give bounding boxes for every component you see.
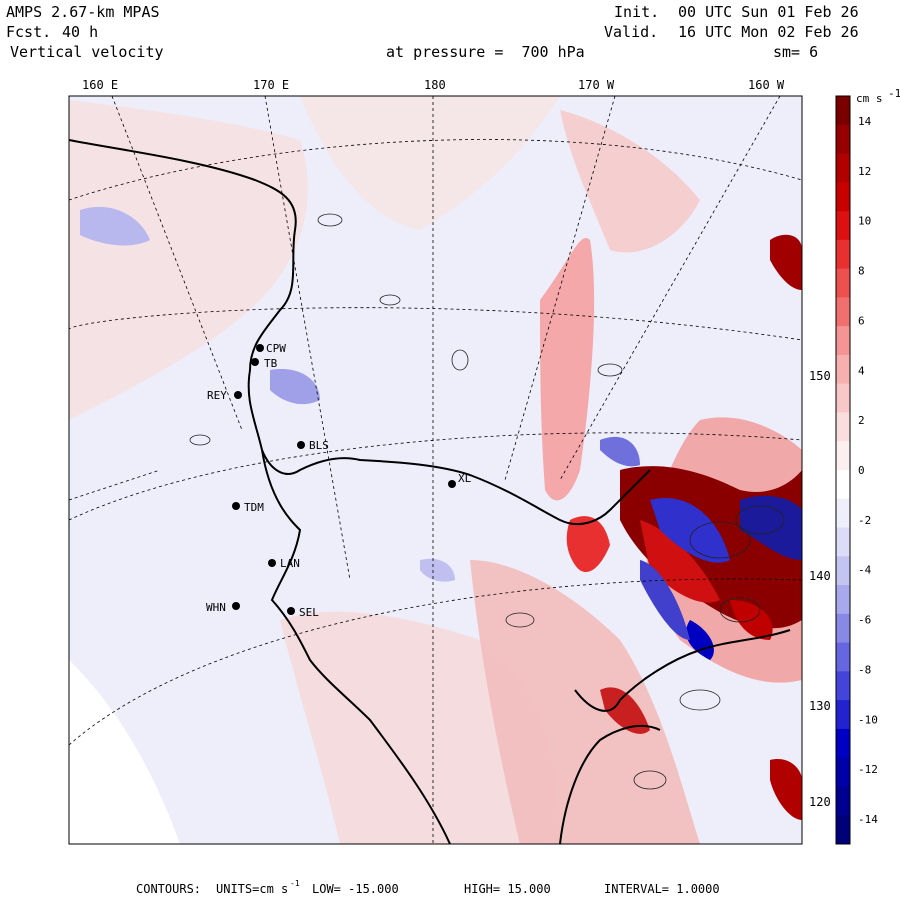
- colorbar-tick-label: -2: [858, 514, 871, 527]
- colorbar-swatch: [836, 815, 850, 845]
- colorbar-swatch: [836, 239, 850, 270]
- smoothing-label: sm= 6: [773, 43, 819, 61]
- colorbar-tick-label: 6: [858, 314, 865, 327]
- colorbar-tick-label: -4: [858, 564, 872, 577]
- colorbar-swatch: [836, 585, 850, 615]
- colorbar-swatch: [836, 268, 850, 298]
- colorbar-tick-label: 14: [858, 115, 872, 128]
- init-label: Init.: [614, 3, 660, 21]
- colorbar-tick-label: 12: [858, 165, 871, 178]
- station-label-lan: LAN: [280, 557, 300, 570]
- forecast-label: Fcst.: [6, 23, 52, 41]
- colorbar-tick-label: -6: [858, 614, 871, 627]
- footer-units-exponent: -1: [290, 879, 300, 888]
- station-label-tdm: TDM: [244, 501, 264, 514]
- lon-label-170e: 170 E: [253, 78, 289, 92]
- colorbar-tick-label: 10: [858, 215, 871, 228]
- colorbar-swatch: [836, 326, 850, 356]
- station-label-rey: REY: [207, 389, 227, 402]
- colorbar-swatch: [836, 700, 850, 730]
- footer-low: LOW= -15.000: [312, 882, 399, 896]
- colorbar-swatch: [836, 671, 850, 701]
- station-dot-tb: [251, 358, 259, 366]
- colorbar-swatch: [836, 383, 850, 413]
- colorbar-swatch: [836, 556, 850, 586]
- colorbar-swatch: [836, 153, 850, 183]
- colorbar-swatch: [836, 757, 850, 787]
- station-label-whn: WHN: [206, 601, 226, 614]
- colorbar-tick-label: -14: [858, 813, 878, 826]
- station-dot-bls: [297, 441, 305, 449]
- colorbar: cm s -1 14 12 10 8 6 4 2 0 -2 -4 -6 -8 -10 -12 -14: [835, 87, 900, 845]
- colorbar-units: cm s: [856, 92, 883, 105]
- colorbar-swatch: [836, 412, 850, 442]
- colorbar-swatch: [836, 96, 850, 126]
- colorbar-tick-label: -8: [858, 663, 871, 676]
- station-dot-lan: [268, 559, 276, 567]
- colorbar-swatch: [836, 124, 850, 155]
- lon-label-180: 180: [424, 78, 446, 92]
- valid-label: Valid.: [604, 23, 659, 41]
- lon-label-170w: 170 W: [578, 78, 615, 92]
- footer-interval: INTERVAL= 1.0000: [604, 882, 720, 896]
- colorbar-tick-label: 0: [858, 464, 865, 477]
- model-title: AMPS 2.67-km MPAS: [6, 3, 160, 21]
- station-label-bls: BLS: [309, 439, 329, 452]
- colorbar-swatch: [836, 182, 850, 212]
- station-dot-tdm: [232, 502, 240, 510]
- field-name: Vertical velocity: [10, 43, 164, 61]
- station-dot-xl: [448, 480, 456, 488]
- pressure-level: at pressure = 700 hPa: [386, 43, 585, 61]
- colorbar-tick-label: 4: [858, 364, 865, 377]
- colorbar-tick-label: 2: [858, 414, 865, 427]
- colorbar-tick-label: -10: [858, 713, 878, 726]
- vertical-velocity-field: [69, 96, 802, 844]
- colorbar-swatch: [836, 527, 850, 557]
- station-label-sel: SEL: [299, 606, 319, 619]
- colorbar-tick-label: -12: [858, 763, 878, 776]
- colorbar-swatch: [836, 786, 850, 816]
- footer-units: UNITS=cm s: [216, 882, 289, 896]
- colorbar-units-exponent: -1: [888, 87, 900, 100]
- forecast-hour: 40 h: [62, 23, 99, 41]
- lon-label-160e: 160 E: [82, 78, 118, 92]
- station-dot-rey: [234, 391, 242, 399]
- colorbar-swatch: [836, 211, 850, 241]
- colorbar-swatch: [836, 642, 850, 672]
- station-label-xl: XL: [458, 472, 472, 485]
- lon-label-160w: 160 W: [748, 78, 785, 92]
- colorbar-swatch: [836, 613, 850, 644]
- footer-contours-label: CONTOURS:: [136, 882, 202, 896]
- station-dot-cpw: [256, 344, 264, 352]
- colorbar-swatch: [836, 297, 850, 327]
- station-dot-whn: [232, 602, 240, 610]
- colorbar-swatch: [836, 470, 850, 500]
- colorbar-swatch: [836, 354, 850, 385]
- station-label-tb: TB: [264, 357, 278, 370]
- colorbar-swatch: [836, 498, 850, 529]
- init-time: 00 UTC Sun 01 Feb 26: [678, 3, 859, 21]
- station-label-cpw: CPW: [266, 342, 286, 355]
- footer-high: HIGH= 15.000: [464, 882, 551, 896]
- station-dot-sel: [287, 607, 295, 615]
- valid-time: 16 UTC Mon 02 Feb 26: [678, 23, 859, 41]
- colorbar-swatch: [836, 728, 850, 759]
- station-markers: CPW TB REY BLS TDM LAN WHN SEL XL: [206, 342, 472, 619]
- colorbar-swatch: [836, 441, 850, 471]
- colorbar-tick-label: 8: [858, 265, 865, 278]
